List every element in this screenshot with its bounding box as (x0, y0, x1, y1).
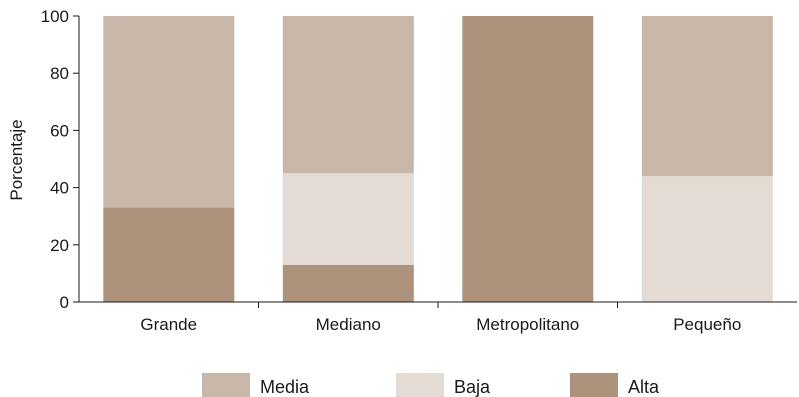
legend-swatch (570, 373, 618, 397)
x-tick-label: Mediano (316, 315, 381, 334)
y-tick-label: 40 (50, 179, 69, 198)
bar-media-1 (103, 16, 235, 208)
bars-layer (103, 16, 773, 302)
y-axis-title: Porcentaje (7, 119, 26, 200)
legend-label: Baja (454, 377, 491, 397)
legend-label: Media (260, 377, 310, 397)
legend-swatch (396, 373, 444, 397)
bar-media-4 (641, 16, 773, 177)
legend-item-baja: Baja (396, 373, 491, 397)
bar-baja-2 (282, 173, 414, 265)
y-tick-label: 60 (50, 121, 69, 140)
bar-media-2 (282, 16, 414, 174)
y-tick-label: 100 (41, 7, 69, 26)
bar-baja-4 (641, 176, 773, 302)
x-tick-label: Pequeño (673, 315, 741, 334)
axes-layer: 0 20 40 60 80 100 Grande Mediano Metropolitano Pe… (41, 7, 797, 334)
x-tick-label: Metropolitano (476, 315, 579, 334)
bar-alta-3 (462, 16, 594, 302)
legend-swatch (202, 373, 250, 397)
legend-item-alta: Alta (570, 373, 660, 397)
bar-alta-2 (282, 264, 414, 302)
y-tick-label: 80 (50, 64, 69, 83)
legend: Media Baja Alta (202, 373, 660, 397)
legend-label: Alta (628, 377, 660, 397)
legend-item-media: Media (202, 373, 310, 397)
x-tick-label: Grande (140, 315, 197, 334)
bar-alta-1 (103, 207, 235, 302)
y-tick-label: 0 (60, 293, 69, 312)
y-tick-label: 20 (50, 236, 69, 255)
